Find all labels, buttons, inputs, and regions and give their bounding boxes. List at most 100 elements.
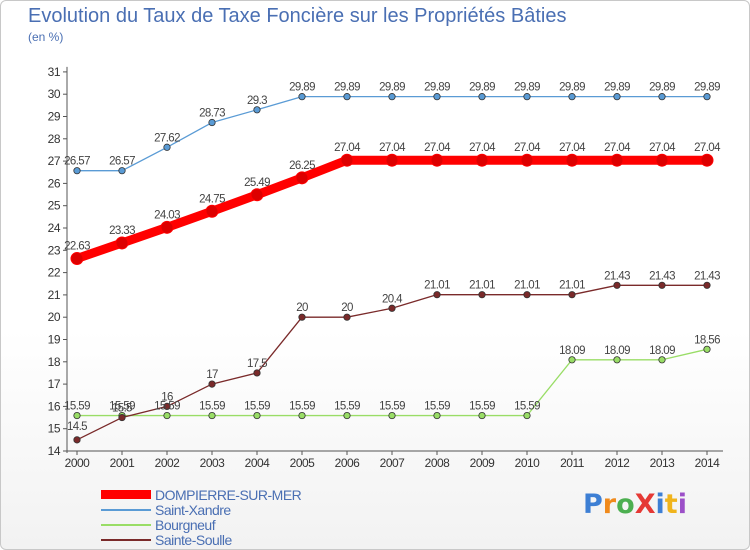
data-point-saint-xandre bbox=[73, 167, 81, 175]
data-point-sainte-soulle bbox=[613, 281, 621, 289]
logo-letter: X bbox=[634, 489, 656, 520]
y-tick-label: 17 bbox=[48, 377, 61, 391]
data-label-sainte-soulle: 16 bbox=[161, 391, 173, 403]
data-label-saint-xandre: 29.89 bbox=[334, 82, 360, 94]
data-label-saint-xandre: 29.89 bbox=[424, 82, 450, 94]
y-tick-label: 26 bbox=[48, 176, 61, 190]
y-tick-label: 31 bbox=[48, 65, 61, 79]
data-label-sainte-soulle: 20.4 bbox=[382, 293, 403, 305]
data-label-saint-xandre: 29.89 bbox=[604, 82, 630, 94]
data-point-bourgneuf bbox=[163, 411, 171, 420]
legend-swatch bbox=[101, 523, 151, 526]
data-label-saint-xandre: 29.3 bbox=[247, 95, 267, 107]
y-tick-label: 14 bbox=[48, 444, 61, 458]
data-label-saint-xandre: 26.57 bbox=[109, 156, 135, 168]
data-point-sainte-soulle bbox=[478, 291, 486, 299]
data-point-saint-xandre bbox=[253, 106, 261, 114]
data-point-bourgneuf bbox=[523, 411, 531, 420]
data-point-sainte-soulle bbox=[73, 436, 81, 444]
y-tick-label: 28 bbox=[48, 132, 61, 146]
data-point-saint-xandre bbox=[703, 93, 711, 101]
data-label-sainte-soulle: 21.01 bbox=[514, 280, 540, 292]
x-tick-label: 2009 bbox=[470, 456, 496, 470]
y-tick-label: 24 bbox=[48, 221, 61, 235]
y-tick-label: 29 bbox=[48, 110, 61, 124]
data-label-dompierre-sur-mer: 25.49 bbox=[244, 177, 270, 189]
data-point-dompierre-sur-mer bbox=[205, 204, 219, 218]
data-point-bourgneuf bbox=[568, 356, 576, 364]
legend-label: Bourgneuf bbox=[155, 516, 216, 533]
legend-label: Sainte-Soulle bbox=[155, 531, 232, 548]
data-label-dompierre-sur-mer: 26.25 bbox=[289, 160, 315, 172]
data-label-sainte-soulle: 21.43 bbox=[604, 270, 630, 282]
data-label-dompierre-sur-mer: 27.04 bbox=[649, 142, 676, 154]
unit-label: (en %) bbox=[28, 30, 64, 44]
data-point-sainte-soulle bbox=[163, 402, 171, 410]
x-tick-label: 2006 bbox=[335, 456, 361, 470]
data-label-sainte-soulle: 15.5 bbox=[112, 403, 132, 415]
data-label-saint-xandre: 29.89 bbox=[469, 82, 495, 94]
data-label-bourgneuf: 15.59 bbox=[514, 401, 540, 413]
data-point-saint-xandre bbox=[163, 143, 171, 151]
y-tick-label: 19 bbox=[48, 333, 61, 347]
data-point-sainte-soulle bbox=[568, 291, 576, 299]
data-label-sainte-soulle: 14.5 bbox=[67, 421, 87, 433]
y-tick-label: 30 bbox=[48, 87, 61, 101]
logo-letter: P bbox=[583, 489, 603, 520]
data-label-sainte-soulle: 21.43 bbox=[694, 270, 720, 282]
data-label-bourgneuf: 15.59 bbox=[64, 401, 90, 413]
logo-letter: i bbox=[677, 489, 687, 520]
y-tick-label: 23 bbox=[48, 243, 61, 257]
data-label-dompierre-sur-mer: 24.03 bbox=[154, 209, 180, 221]
data-point-dompierre-sur-mer bbox=[115, 236, 129, 250]
data-label-sainte-soulle: 20 bbox=[341, 302, 353, 314]
data-point-dompierre-sur-mer bbox=[385, 153, 399, 167]
data-point-bourgneuf bbox=[433, 411, 441, 420]
data-label-dompierre-sur-mer: 27.04 bbox=[604, 142, 631, 154]
data-point-bourgneuf bbox=[703, 345, 711, 353]
data-point-dompierre-sur-mer bbox=[430, 153, 444, 167]
data-label-bourgneuf: 18.09 bbox=[604, 345, 630, 357]
data-point-dompierre-sur-mer bbox=[340, 153, 354, 167]
data-label-dompierre-sur-mer: 24.75 bbox=[199, 193, 225, 205]
data-label-saint-xandre: 28.73 bbox=[199, 108, 225, 120]
data-label-saint-xandre: 27.62 bbox=[154, 132, 180, 144]
data-point-saint-xandre bbox=[343, 93, 351, 101]
data-point-sainte-soulle bbox=[298, 313, 306, 321]
x-tick-label: 2007 bbox=[380, 456, 406, 470]
y-tick-label: 21 bbox=[48, 288, 61, 302]
x-tick-label: 2010 bbox=[515, 456, 541, 470]
data-point-saint-xandre bbox=[298, 93, 306, 101]
data-label-bourgneuf: 15.59 bbox=[199, 401, 225, 413]
data-point-bourgneuf bbox=[73, 411, 81, 420]
data-label-saint-xandre: 29.89 bbox=[379, 82, 405, 94]
data-point-sainte-soulle bbox=[343, 313, 351, 321]
data-point-sainte-soulle bbox=[703, 281, 711, 289]
legend-item-saint-xandre: Saint-Xandre bbox=[101, 502, 231, 518]
data-point-saint-xandre bbox=[613, 93, 621, 101]
x-tick-label: 2000 bbox=[65, 456, 91, 470]
legend-swatch bbox=[101, 490, 151, 499]
data-point-sainte-soulle bbox=[118, 413, 126, 422]
data-label-dompierre-sur-mer: 27.04 bbox=[559, 142, 586, 154]
logo-letter: i bbox=[655, 489, 665, 520]
data-point-saint-xandre bbox=[208, 118, 216, 127]
logo-letter: r bbox=[602, 489, 617, 520]
data-label-dompierre-sur-mer: 23.33 bbox=[109, 225, 135, 237]
data-label-dompierre-sur-mer: 27.04 bbox=[694, 142, 721, 154]
y-tick-label: 27 bbox=[48, 154, 61, 168]
data-point-saint-xandre bbox=[478, 93, 486, 101]
data-label-dompierre-sur-mer: 27.04 bbox=[424, 142, 451, 154]
data-label-saint-xandre: 29.89 bbox=[694, 82, 720, 94]
x-tick-label: 2011 bbox=[560, 456, 585, 470]
legend-swatch bbox=[101, 508, 151, 511]
data-label-dompierre-sur-mer: 27.04 bbox=[469, 142, 496, 154]
data-point-dompierre-sur-mer bbox=[610, 153, 624, 167]
x-tick-label: 2002 bbox=[155, 456, 181, 470]
data-point-dompierre-sur-mer bbox=[250, 188, 264, 202]
y-tick-label: 15 bbox=[48, 422, 61, 436]
data-point-saint-xandre bbox=[388, 93, 396, 101]
data-label-bourgneuf: 15.59 bbox=[469, 401, 495, 413]
legend-label: DOMPIERRE-SUR-MER bbox=[155, 486, 302, 503]
